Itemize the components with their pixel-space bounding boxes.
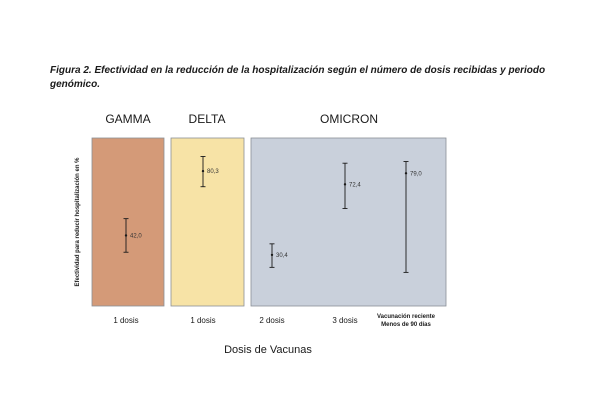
period-panel-delta <box>170 137 245 307</box>
data-point <box>404 172 408 175</box>
error-bar-4: 72,4 <box>342 162 361 210</box>
category-label: 2 dosis <box>259 316 284 325</box>
data-point <box>124 234 128 237</box>
figure-caption: Figura 2. Efectividad en la reducción de… <box>50 65 546 90</box>
period-label-gamma: GAMMA <box>105 112 150 126</box>
data-point <box>343 183 347 186</box>
data-label: 42,0 <box>130 233 142 239</box>
period-panel-omicron <box>250 137 447 307</box>
category-label: 1 dosis <box>190 316 215 325</box>
category-label: Vacunación reciente <box>377 314 436 320</box>
data-point <box>270 253 274 257</box>
error-bar-3: 30,4 <box>269 243 288 268</box>
error-bar-2: 80,3 <box>200 156 219 188</box>
data-label: 72,4 <box>349 182 361 188</box>
data-label: 30,4 <box>276 253 288 259</box>
category-label: 1 dosis <box>113 316 138 325</box>
period-panel-gamma <box>91 137 165 307</box>
period-label-omicron: OMICRON <box>320 112 378 126</box>
data-point <box>201 169 205 173</box>
error-bar-1: 42,0 <box>123 218 142 253</box>
category-label: 3 dosis <box>332 316 357 325</box>
error-bar-5: 79,0 <box>403 161 422 273</box>
data-label: 79,0 <box>410 171 422 177</box>
period-label-delta: DELTA <box>189 112 226 126</box>
x-axis-title: Dosis de Vacunas <box>224 344 312 356</box>
category-label-line2: Menos de 90 días <box>381 322 431 328</box>
data-label: 80,3 <box>207 169 219 175</box>
y-axis-title: Efectividad para reducir hospitalización… <box>75 157 81 287</box>
